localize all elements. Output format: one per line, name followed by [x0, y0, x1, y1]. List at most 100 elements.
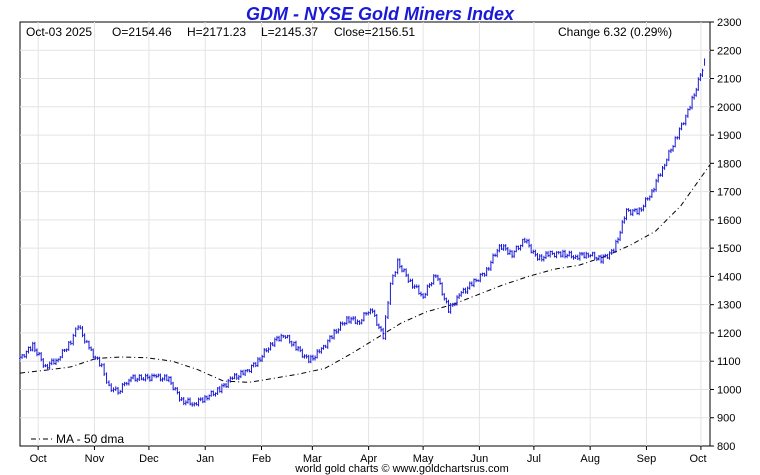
price-bar — [146, 373, 149, 380]
x-tick-label: Nov — [85, 453, 105, 465]
price-bar — [511, 250, 514, 259]
price-bar — [337, 328, 340, 334]
price-bar — [155, 374, 158, 379]
footer-credit: world gold charts © www.goldchartsrus.co… — [294, 463, 509, 475]
price-bar — [604, 253, 607, 258]
price-bar — [85, 339, 88, 343]
price-bar — [542, 255, 545, 262]
price-bar — [367, 311, 370, 316]
price-bar — [513, 250, 516, 258]
price-bar — [132, 374, 135, 380]
price-bar — [564, 249, 567, 259]
price-bar — [426, 284, 429, 296]
price-bar — [561, 249, 564, 258]
price-bar — [153, 373, 156, 378]
price-bar — [593, 251, 596, 260]
price-bar — [365, 311, 368, 316]
price-bar — [167, 376, 170, 383]
price-bar — [528, 238, 531, 248]
price-bar — [566, 253, 569, 259]
price-bar — [534, 249, 537, 257]
header-close: Close=2156.51 — [334, 25, 415, 39]
price-bar — [653, 187, 656, 193]
ma-line — [19, 164, 711, 383]
price-bar — [114, 386, 117, 392]
price-bar — [398, 258, 401, 269]
price-bar — [559, 251, 562, 258]
y-tick-label: 800 — [717, 441, 735, 453]
price-bar — [292, 341, 295, 347]
price-bar — [458, 293, 461, 300]
price-bar — [617, 237, 619, 244]
price-bar — [303, 354, 306, 359]
price-bar — [422, 293, 425, 299]
price-bar — [483, 272, 486, 277]
price-bar — [663, 163, 666, 170]
price-bar — [170, 376, 173, 385]
price-bar — [384, 315, 387, 340]
price-bar — [439, 277, 442, 285]
price-bar — [345, 315, 348, 325]
price-bar — [525, 238, 528, 244]
price-bar — [273, 337, 276, 347]
price-bar — [578, 251, 581, 261]
price-bar — [220, 383, 223, 394]
price-bar — [648, 195, 651, 201]
price-bar — [371, 308, 374, 314]
price-bar — [103, 363, 106, 376]
price-bar — [347, 315, 350, 324]
y-tick-label: 1400 — [717, 271, 741, 283]
price-bar — [568, 250, 571, 257]
price-bar — [229, 376, 232, 383]
price-bar — [489, 260, 492, 271]
price-bar — [500, 244, 503, 251]
price-bar — [38, 351, 41, 356]
price-bar — [44, 363, 47, 368]
price-bar — [172, 381, 175, 391]
price-bar — [123, 381, 126, 387]
price-bar — [659, 173, 662, 177]
legend-label: MA - 50 dma — [56, 432, 124, 446]
price-bar — [33, 341, 36, 353]
price-bar — [547, 251, 550, 257]
price-bar — [382, 327, 385, 340]
price-bar — [447, 299, 450, 313]
x-tick-label: Aug — [580, 453, 600, 465]
price-bar — [464, 287, 467, 294]
y-tick-label: 1200 — [717, 328, 741, 340]
price-bar — [142, 377, 145, 381]
price-bar — [387, 301, 389, 320]
price-bar — [481, 272, 484, 277]
price-bar — [201, 397, 204, 404]
price-bar — [242, 369, 245, 376]
price-bar — [428, 283, 431, 289]
price-bar — [583, 251, 586, 259]
price-bar — [494, 253, 497, 257]
price-bar — [100, 363, 103, 368]
price-bar — [693, 93, 696, 100]
price-bar — [574, 254, 577, 260]
price-bar — [504, 244, 507, 251]
price-bar — [88, 340, 90, 350]
price-bar — [180, 396, 183, 401]
price-bar — [506, 246, 509, 256]
price-bar — [415, 284, 418, 289]
price-bar — [21, 354, 24, 359]
price-bar — [72, 333, 75, 346]
y-tick-label: 2300 — [717, 17, 741, 29]
y-tick-label: 1500 — [717, 243, 741, 255]
price-bar — [252, 362, 255, 368]
price-bar — [623, 216, 626, 224]
price-bar — [320, 347, 323, 354]
price-bar — [676, 136, 679, 140]
price-bar — [608, 251, 611, 260]
price-bar — [405, 268, 408, 278]
price-bar — [532, 249, 535, 254]
price-bar — [380, 325, 383, 332]
price-bar — [79, 325, 82, 330]
price-bar — [339, 321, 342, 331]
x-axis: Oct Nov Dec Jan Feb Mar Apr May Jun Jul Aug Sep Oct — [30, 446, 707, 465]
price-bar — [269, 342, 272, 351]
price-bar — [309, 354, 312, 364]
price-bar — [612, 248, 615, 253]
